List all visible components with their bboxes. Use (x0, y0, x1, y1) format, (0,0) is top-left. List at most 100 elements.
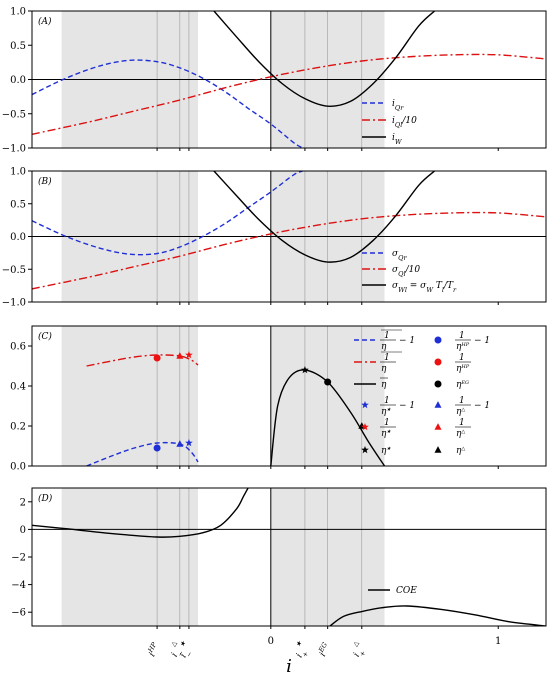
svg-text:i+★: i+★ (290, 638, 314, 661)
y-tick-label: 0.6 (10, 342, 26, 353)
legend-marker-circle-black (434, 380, 442, 388)
legend-c-eta-eg: ηEG (456, 380, 469, 390)
series-line-3-1 (329, 605, 546, 626)
legend-c-eta-star-inv-den: η★ (381, 429, 391, 439)
y-tick-label: −6 (11, 608, 26, 619)
svg-text:iHP: iHP (145, 640, 163, 658)
series-line-0-1 (32, 53, 546, 135)
x-tick-label: i+★ (290, 638, 314, 661)
series-line-3-0 (32, 488, 249, 538)
y-tick-label: −1.0 (2, 298, 26, 309)
legend-c-eta-hp-inv-minus-1-num: 1 (459, 331, 465, 341)
y-tick-label: −0.5 (2, 265, 26, 276)
legend-marker-triangle-black (434, 446, 442, 453)
y-tick-label: 0.5 (10, 41, 26, 52)
y-tick-label: 0.4 (10, 382, 26, 393)
series-line-1-1 (32, 211, 546, 290)
y-tick-label: 1.0 (10, 167, 26, 178)
legend-c-eta-tri: η△ (456, 446, 465, 456)
legend-c-eta-star-inv-minus-1-suffix: − 1 (399, 401, 415, 411)
legend-label-sigma-wl: σWl = σW Tl/Tr (392, 281, 457, 294)
legend-a: iQr iQl/10 iW (362, 99, 417, 146)
legend-b: σQr σQl/10 σWl = σW Tl/Tr (362, 249, 457, 294)
x-tick-label: i−★ (174, 638, 198, 661)
legend-c-eta-tri-inv-num: 1 (459, 418, 465, 428)
legend-marker-star-blue (361, 400, 369, 409)
svg-text:iEG: iEG (316, 641, 334, 659)
legend-c-eta-tri-inv-minus-1-num: 1 (459, 396, 465, 406)
legend-c-inv-eta-minus-1-num: 1 (384, 331, 390, 341)
legend-c-inv-eta-num: 1 (384, 353, 390, 363)
data-marker-star-3 (185, 438, 193, 447)
series-line-1-2 (213, 171, 436, 263)
legend-marker-circle-blue (434, 336, 442, 344)
legend-d: COE (368, 586, 417, 596)
x-axis-label: i (286, 656, 292, 676)
legend-label-coe: COE (396, 586, 417, 596)
panel-label: (D) (38, 493, 53, 504)
data-marker-circle-1 (153, 354, 161, 362)
legend-c-eta-star: η★ (381, 446, 391, 456)
data-marker-triangle-6 (176, 440, 184, 447)
data-marker-triangle-7 (176, 352, 184, 359)
y-tick-label: 0.5 (10, 199, 26, 210)
y-tick-label: 0 (20, 525, 26, 536)
x-tick-label: 1 (495, 636, 501, 647)
legend-c-eta-star-inv-minus-1-den: η★ (381, 407, 391, 417)
series-line-0-0 (32, 59, 304, 148)
x-tick-label: i+△ (347, 640, 370, 661)
y-tick-label: 0.0 (10, 232, 26, 243)
data-marker-star-4 (185, 350, 193, 359)
panel-label: (C) (38, 331, 52, 342)
y-tick-label: −0.5 (2, 109, 26, 120)
legend-label-iql: iQl/10 (392, 116, 417, 129)
x-tick-label: 0 (268, 636, 274, 647)
svg-text:i+△: i+△ (347, 640, 370, 661)
panel-label: (A) (38, 16, 52, 27)
panel-a: −1.0 −0.5 0.0 0.5 1.0 (A) (2, 7, 547, 155)
legend-c-eta-hp-inv-minus-1-suffix: − 1 (474, 336, 490, 346)
x-tick-label: i−△ (165, 640, 188, 661)
legend-c-eta-hp-inv-den: ηHP (456, 364, 470, 374)
legend-c-eta-hp-inv-num: 1 (459, 353, 465, 363)
y-tick-label: 2 (20, 497, 26, 508)
legend-c-inv-eta-den: η (381, 364, 387, 374)
legend-marker-triangle-red (434, 423, 442, 430)
svg-text:i−★: i−★ (174, 638, 198, 661)
panel-b: −1.0 −0.5 0.0 0.5 1.0 (B) (2, 167, 547, 309)
legend-marker-triangle-blue (434, 401, 442, 408)
series-line-2-0 (86, 441, 199, 466)
legend-label-iw: iW (392, 133, 403, 146)
legend-c-eta-hp-inv-minus-1-den: ηHP (456, 342, 470, 352)
data-marker-circle-0 (153, 444, 161, 452)
data-marker-circle-2 (324, 378, 332, 386)
shaded-region (61, 488, 199, 626)
y-tick-label: −2 (11, 553, 26, 564)
series-line-0-2 (213, 11, 436, 107)
x-tick-label: iHP (145, 640, 163, 658)
y-tick-label: −1.0 (2, 144, 26, 155)
y-tick-label: −4 (11, 580, 26, 591)
legend-label-iqr: iQr (392, 99, 404, 112)
plot-frame (31, 325, 547, 467)
legend-c-eta-tri-inv-minus-1-den: η△ (456, 407, 465, 417)
legend-c-inv-eta-minus-1-suffix: − 1 (399, 336, 415, 346)
series-line-1-0 (32, 171, 303, 256)
panel-d: 2 0 −2 −4 −6 (D) (11, 487, 547, 629)
legend-marker-star-black (361, 445, 369, 454)
legend-c-eta-star-inv-minus-1-num: 1 (384, 396, 390, 406)
legend-label-sigma-ql: σQl/10 (392, 265, 420, 278)
x-tick-label: iEG (316, 641, 334, 659)
legend-c-eta-star-inv-num: 1 (384, 418, 390, 428)
svg-text:i−△: i−△ (165, 640, 188, 661)
legend-c-eta-tri-inv-minus-1-suffix: − 1 (474, 401, 490, 411)
legend-marker-circle-red (434, 358, 442, 366)
legend-c-eta: η (381, 380, 387, 390)
series-line-2-2 (270, 369, 386, 466)
panel-c: 0.0 0.2 0.4 0.6 (C) (10, 325, 547, 473)
legend-label-sigma-qr: σQr (392, 249, 407, 262)
y-tick-label: 0.0 (10, 75, 26, 86)
panel-label: (B) (38, 176, 52, 187)
